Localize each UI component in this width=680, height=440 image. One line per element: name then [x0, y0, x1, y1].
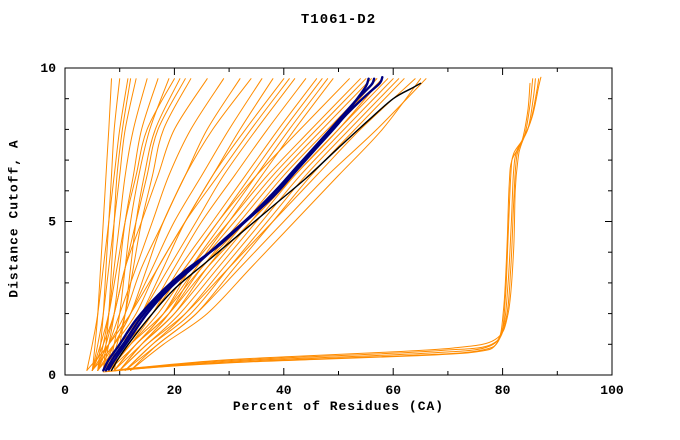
- x-tick-label: 80: [495, 383, 511, 398]
- model-curve: [124, 78, 427, 371]
- model-curve: [86, 78, 290, 371]
- x-tick-label: 40: [276, 383, 292, 398]
- model-curve: [91, 78, 137, 371]
- model-curve: [124, 78, 400, 371]
- model-curve: [97, 78, 307, 371]
- curves-layer: [86, 76, 542, 373]
- model-outlier-curve: [113, 78, 536, 371]
- model-curve: [113, 78, 383, 371]
- model-curve: [119, 78, 416, 371]
- x-axis-label: Percent of Residues (CA): [232, 399, 445, 414]
- chart-title: T1061-D2: [300, 12, 377, 28]
- model-curve: [91, 78, 208, 371]
- model-curve: [124, 78, 394, 371]
- model-outlier-curve: [124, 76, 542, 370]
- model-curve: [91, 78, 112, 371]
- model-curve: [91, 78, 175, 371]
- model-outlier-curve: [102, 82, 531, 373]
- reference-curve: [107, 76, 384, 371]
- model-curve: [86, 78, 129, 371]
- y-axis-label: Distance Cutoff, A: [6, 139, 22, 298]
- x-tick-label: 100: [600, 383, 624, 398]
- model-curve: [108, 78, 170, 371]
- model-curve: [119, 78, 389, 371]
- model-curve: [108, 78, 192, 371]
- x-tick-label: 0: [61, 383, 69, 398]
- model-curve: [97, 78, 186, 371]
- y-tick-label: 5: [48, 215, 56, 230]
- baseline-curve: [110, 82, 422, 372]
- x-tick-label: 60: [385, 383, 401, 398]
- y-tick-label: 10: [40, 61, 56, 76]
- model-curve: [130, 78, 422, 371]
- y-tick-label: 0: [48, 368, 56, 383]
- x-tick-label: 20: [167, 383, 183, 398]
